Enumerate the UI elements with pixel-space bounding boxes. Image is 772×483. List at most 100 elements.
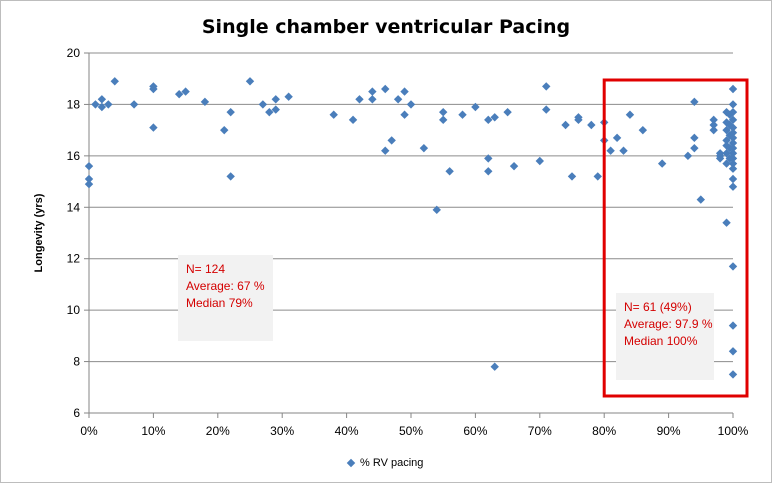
data-point — [368, 87, 377, 96]
data-point — [484, 167, 493, 176]
annotation-line: N= 124 — [186, 262, 226, 276]
data-point — [484, 154, 493, 163]
data-point — [284, 92, 293, 101]
y-tick-label: 6 — [73, 406, 80, 420]
data-point — [445, 167, 454, 176]
highlight-box — [602, 78, 749, 398]
y-axis-label: Longevity (yrs) — [33, 193, 45, 272]
axes — [84, 52, 734, 418]
data-point — [406, 100, 416, 109]
data-point — [722, 149, 731, 158]
data-point — [400, 87, 409, 96]
x-tick-label: 100% — [718, 424, 749, 438]
data-point — [439, 115, 448, 125]
data-point — [728, 84, 738, 94]
data-point — [200, 97, 210, 107]
data-point — [258, 100, 268, 109]
data-point — [722, 141, 731, 150]
data-point — [509, 161, 519, 171]
data-point — [226, 172, 235, 181]
data-point — [683, 151, 693, 161]
data-point — [84, 174, 94, 184]
data-point — [439, 107, 448, 117]
data-point — [271, 95, 280, 104]
data-point — [728, 100, 738, 109]
data-point — [690, 143, 699, 153]
data-point — [387, 136, 396, 145]
x-tick-label: 0% — [80, 424, 98, 438]
data-point — [181, 87, 190, 96]
annotation-high-pacing: N= 61 (49%) Average: 97.9 % Median 100% — [616, 293, 714, 380]
data-point — [355, 95, 364, 104]
annotation-all-patients: N= 124 Average: 67 % Median 79% — [178, 255, 273, 341]
data-point — [728, 182, 738, 191]
annotation-line: Average: 97.9 % — [624, 317, 713, 331]
x-tick-label: 10% — [141, 424, 165, 438]
data-point — [728, 138, 738, 148]
data-point — [400, 110, 409, 119]
data-point — [715, 154, 725, 163]
x-tick-labels: 0% 10% 20% 30% 40% 50% 60% 70% 80% 90% 100% — [80, 424, 748, 438]
annotation-line: N= 61 (49%) — [624, 300, 692, 314]
data-point — [91, 100, 100, 109]
data-point — [84, 161, 94, 171]
y-tick-label: 16 — [67, 149, 81, 163]
data-point — [110, 77, 119, 86]
data-point — [129, 100, 139, 109]
data-point — [728, 149, 738, 158]
x-tick-label: 70% — [528, 424, 552, 438]
data-point — [265, 107, 274, 117]
data-point — [722, 159, 731, 168]
data-point — [587, 120, 596, 130]
data-point — [542, 82, 551, 91]
data-point — [97, 95, 107, 104]
data-point — [471, 102, 480, 112]
y-tick-label: 18 — [67, 97, 81, 111]
data-point — [226, 107, 235, 117]
legend-marker-icon — [346, 458, 356, 468]
data-point — [638, 125, 648, 135]
annotation-line: Average: 67 % — [186, 279, 265, 293]
data-point — [690, 97, 699, 107]
data-point — [503, 107, 512, 117]
annotation-line: Median 79% — [186, 296, 253, 310]
data-point — [104, 100, 113, 109]
data-point — [245, 77, 255, 86]
data-point — [728, 164, 738, 173]
data-point — [606, 146, 615, 155]
data-point — [728, 115, 738, 125]
data-point — [722, 107, 731, 117]
data-point — [728, 347, 738, 356]
data-point — [419, 143, 429, 153]
data-point — [728, 107, 738, 117]
data-point — [728, 123, 738, 132]
data-point — [348, 115, 358, 125]
data-point — [728, 321, 738, 330]
x-tick-label: 30% — [270, 424, 294, 438]
data-point — [728, 174, 738, 184]
x-tick-label: 20% — [206, 424, 230, 438]
data-point — [722, 118, 731, 127]
data-point — [561, 120, 570, 130]
data-point — [722, 136, 731, 145]
legend-label: % RV pacing — [360, 457, 424, 469]
x-tick-label: 40% — [335, 424, 359, 438]
data-point — [97, 102, 107, 112]
y-tick-label: 10 — [67, 303, 81, 317]
data-point — [728, 133, 738, 143]
annotation-line: Median 100% — [624, 334, 698, 348]
data-point — [368, 95, 377, 104]
data-point — [728, 159, 738, 168]
data-point — [432, 205, 441, 215]
y-tick-labels: 6 8 10 12 14 16 18 20 — [67, 46, 81, 420]
data-point — [271, 105, 280, 114]
chart-title: Single chamber ventricular Pacing — [201, 16, 571, 38]
data-points — [84, 77, 738, 379]
data-point — [84, 179, 94, 189]
y-tick-label: 8 — [73, 355, 80, 369]
data-point — [709, 115, 718, 125]
data-point — [728, 128, 738, 137]
y-tick-label: 12 — [67, 252, 81, 266]
x-tick-label: 50% — [399, 424, 423, 438]
